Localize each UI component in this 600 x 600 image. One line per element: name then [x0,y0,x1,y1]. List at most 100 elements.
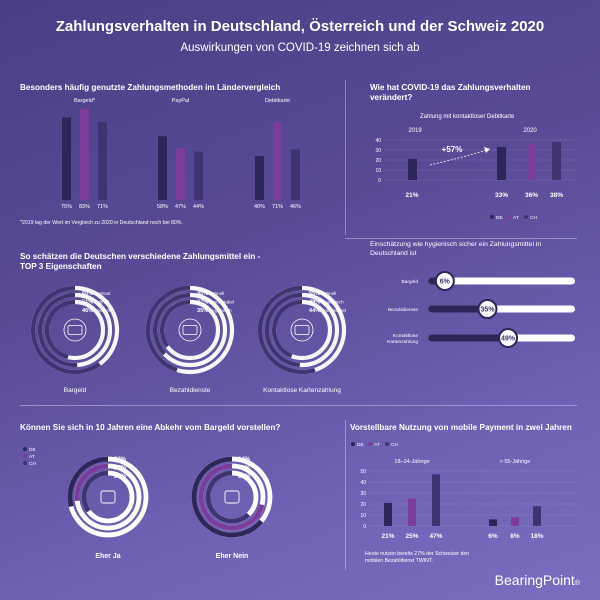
chart5-legend-dot-de [23,447,27,451]
ring-item-label: anonym [95,308,112,313]
euro-device-icon [178,318,202,342]
chart6-legend-dot-de [351,442,355,446]
chart5-legend-label-ch: CH [29,461,36,467]
chart1-value-label: 46% [290,204,301,210]
chart6-value-label: 6% [488,533,498,540]
chart6-ytick-label: 40 [360,480,366,486]
section1-footnote: *2019 lag der Wert im Vergleich zu 2020 … [20,220,183,226]
ring-value-label: 35% [114,474,127,480]
ring-arc [271,299,303,358]
hygiene-bar-label: Bargeld [401,279,418,285]
ring-arc-ch [81,470,109,513]
chart1-bar-de [62,117,71,200]
divider-vertical-bottom [345,420,346,570]
chart2-bar-2020-de [497,147,506,180]
ring-arc [264,292,303,368]
page-title: Zahlungsverhalten in Deutschland, Österr… [55,18,545,35]
ring-arc-de [191,456,264,538]
ring-value-label: 62% [238,474,251,480]
chart2-year-label-2019: 2019 [408,128,422,134]
ring-arc [44,299,76,360]
hygiene-value-label: 35% [480,307,495,314]
section5-title: Können Sie sich in 10 Jahren eine Abkehr… [20,423,281,432]
chart2-value-label: 21% [405,192,418,199]
ring-item-label: schnell [210,291,224,296]
ring-value-label: 37% [197,300,208,306]
ring-value-label: 46% [82,308,93,314]
card-icon-shape [294,325,310,335]
chart1-bar-de [255,156,264,200]
chart1-value-label: 71% [272,204,283,210]
ring-item-label: hygienisch [322,300,344,305]
chart6-value-label: 47% [429,533,442,540]
ring-value-label: 71% [238,466,251,472]
chart2-bar-2020-at [527,144,536,180]
ring-group-label: Bargeld [64,387,87,394]
ring-arc-de [67,456,109,508]
chart5-legend-dot-at [23,454,27,458]
brand-text: BearingPoint [494,572,575,588]
chart1-category-label: PayPal [172,98,189,104]
section1-title: Besonders häufig genutzte Zahlungsmethod… [20,83,281,92]
section2-title-line1: Wie hat COVID-19 das Zahlungsverhalten [370,83,531,92]
chart6-ytick-label: 10 [360,513,366,519]
ring-group-label: Eher Ja [95,553,120,560]
chart5-legend-label-at: AT [29,454,35,460]
section4-title-line1: Einschätzung wie hygienisch sicher ein Z… [370,241,542,248]
chart6-value-label: 18% [530,533,543,540]
chart1-bar-at [176,148,185,200]
hygiene-value-bubble [477,299,498,319]
ring-arc [37,292,78,368]
chart2-change-label: +57% [442,145,463,154]
chart2-ytick-label: 30 [375,148,381,154]
chart6-ytick-label: 20 [360,502,366,508]
section4-title-line2: Deutschland ist [370,250,417,257]
euro-device-icon-shape [182,325,198,335]
chart1-value-label: 83% [79,204,90,210]
ring-arc [30,285,101,375]
chart6-bar-ch [432,474,440,526]
ring-arc [159,299,191,348]
ring-value-label: 51% [82,300,93,306]
section2-subtitle: Zahlung mit kontaktloser Debitkarte [420,114,515,120]
thumbs-down-icon [224,490,240,504]
chart5-legend-dot-ch [23,461,27,465]
hygiene-bar-fill [428,305,494,313]
ring-arc-at [74,463,109,502]
chart1-bar-ch [98,121,107,200]
divider-horizontal-mid [345,238,577,239]
chart2-ytick-label: 20 [375,158,381,164]
ring-value-label: 27% [114,466,127,472]
chart6-legend-label-at: AT [374,442,380,448]
ring-group-label: Kontaktlose Kartenzahlung [263,387,341,394]
ring-value-label: 55% [309,291,320,297]
ring-value-label: 60% [82,291,93,297]
hygiene-bar-label: Bezahldienste [388,307,418,313]
chart6-bar-ch [533,506,541,526]
ring-arc [257,285,316,375]
chart1-value-label: 44% [193,204,204,210]
chart1-value-label: 75% [61,204,72,210]
hygiene-value-label: 6% [440,279,451,286]
chart1-value-label: 40% [254,204,265,210]
ring-value-label: 29% [114,457,127,463]
chart6-group-label: > 55-Jährige [500,459,531,465]
chart6-value-label: 21% [381,533,394,540]
section6-title: Vorstellbare Nutzung von mobile Payment … [350,423,572,432]
ring-arc [152,292,191,356]
hygiene-value-bubble [434,271,455,291]
chart5-legend-label-de: DE [29,447,36,453]
section2-title-line2: verändert? [370,93,413,102]
hygiene-bar-fill [428,334,515,342]
chart1-value-label: 58% [157,204,168,210]
chart2-ytick-label: 10 [375,168,381,174]
chart2-legend-dot-at [507,215,511,219]
ring-item-label: komfortabel [210,300,234,305]
coins-icon [63,318,87,342]
ring-arc-ch [205,470,251,524]
